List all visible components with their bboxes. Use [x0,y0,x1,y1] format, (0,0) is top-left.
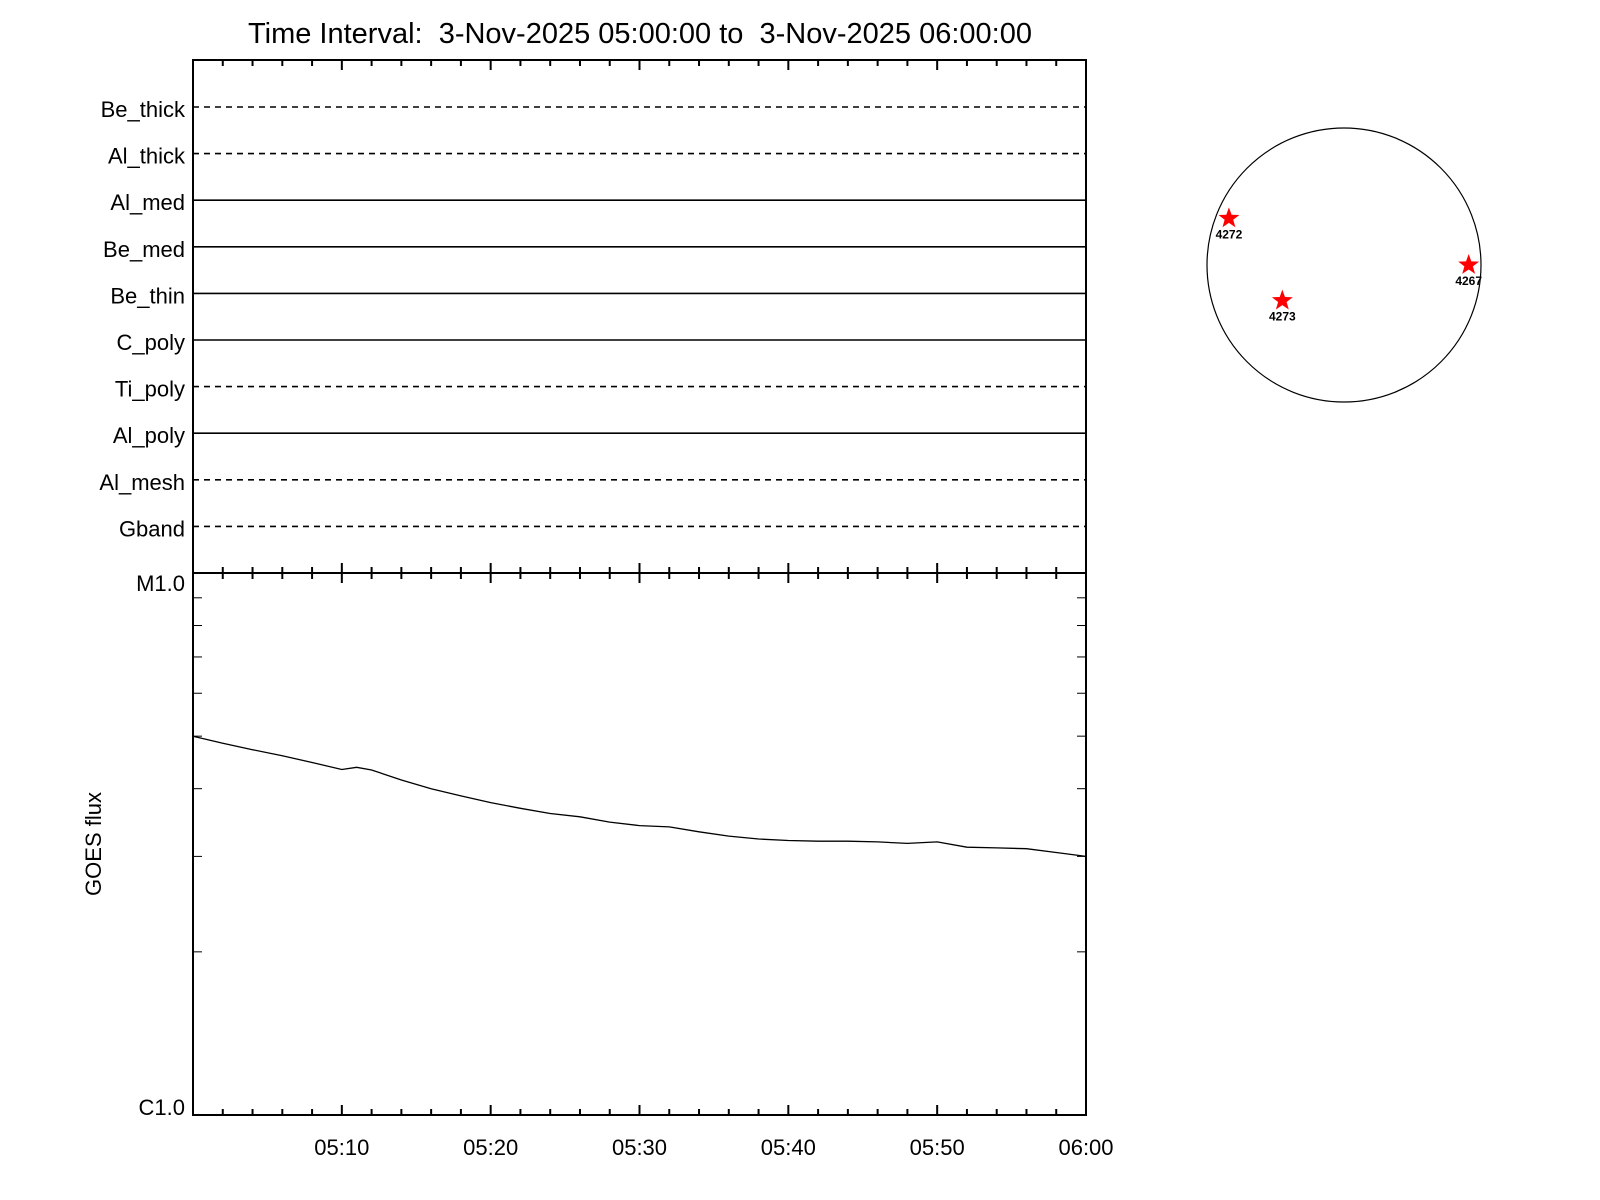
filter-label: Al_med [110,190,185,215]
filter-label: Be_med [103,237,185,262]
x-tick-label: 05:20 [463,1135,518,1160]
active-region-label: 4273 [1269,310,1296,324]
x-tick-label: 05:10 [314,1135,369,1160]
filter-label: Al_mesh [99,470,185,495]
top-panel-frame [192,59,1087,574]
chart-title: Time Interval: 3-Nov-2025 05:00:00 to 3-… [248,18,1032,50]
x-tick-label: 05:50 [910,1135,965,1160]
filter-panel: Be_thick Al_thick Al_med Be_med Be_thin C_pol… [99,59,1087,574]
x-tick-label: 06:00 [1058,1135,1113,1160]
active-region-label: 4267 [1455,274,1482,288]
filter-label: Be_thin [110,283,185,308]
filter-label: Al_thick [108,144,186,169]
goes-flux-line [192,735,1087,858]
active-region-star-icon [1458,254,1480,274]
filter-label: Be_thick [101,97,186,122]
y-axis-label: GOES flux [81,792,106,896]
filter-label: Ti_poly [115,377,185,402]
solar-disk-limb [1206,127,1482,403]
y-tick-label-top: M1.0 [136,571,185,596]
y-tick-label-bottom: C1.0 [139,1095,185,1120]
active-region-star-icon [1271,289,1293,310]
filter-label: C_poly [117,330,185,355]
x-tick-label: 05:30 [612,1135,667,1160]
goes-flux-plot: 05:10 05:20 05:30 05:40 05:50 06:00 [192,572,1114,1160]
active-region-star-icon [1218,207,1240,228]
active-region-label: 4272 [1216,227,1243,241]
filter-label: Al_poly [113,423,185,448]
solar-disk: 4272 4273 4267 [1206,127,1482,403]
x-tick-label: 05:40 [761,1135,816,1160]
filter-label: Gband [119,516,185,541]
